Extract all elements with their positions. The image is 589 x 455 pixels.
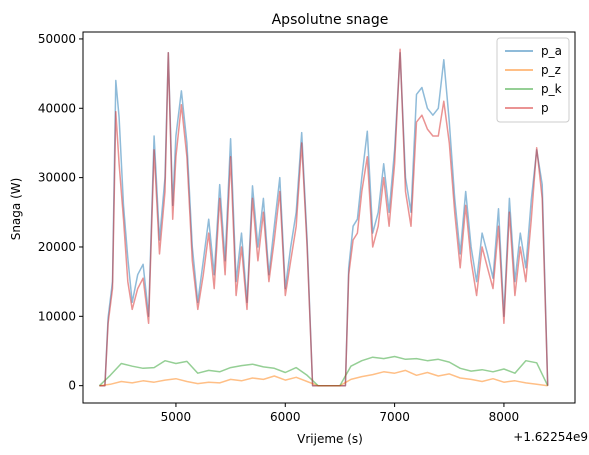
legend-label-p_a: p_a [541, 44, 562, 58]
chart-title: Apsolutne snage [272, 12, 389, 28]
y-axis-label: Snaga (W) [9, 178, 23, 241]
x-tick-label: 5000 [161, 410, 192, 424]
x-tick-label: 7000 [379, 410, 410, 424]
legend: p_a p_z p_kp [496, 37, 570, 123]
x-axis-label: Vrijeme (s) [297, 432, 363, 446]
x-tick-label: 6000 [270, 410, 301, 424]
x-axis: 5000 6000 7000 8000 [161, 403, 520, 424]
y-tick-label: 50000 [38, 32, 76, 46]
y-tick-label: 10000 [38, 309, 76, 323]
x-offset-label: +1.62254e9 [513, 430, 588, 444]
legend-label-p: p [541, 101, 549, 115]
plot-frame [82, 31, 576, 404]
legend-label-p_z: p_z [541, 63, 561, 77]
legend-label-p_k: p_k [541, 82, 562, 96]
y-tick-label: 40000 [38, 101, 76, 115]
x-tick-label: 8000 [489, 410, 520, 424]
series-layer [98, 48, 549, 387]
legend-box [496, 37, 570, 123]
y-tick-label: 30000 [38, 171, 76, 185]
y-axis: 0 10000 20000 30000 40000 50000 [38, 32, 83, 393]
series-line-p [99, 48, 549, 387]
y-tick-label: 20000 [38, 240, 76, 254]
y-tick-label: 0 [68, 379, 76, 393]
